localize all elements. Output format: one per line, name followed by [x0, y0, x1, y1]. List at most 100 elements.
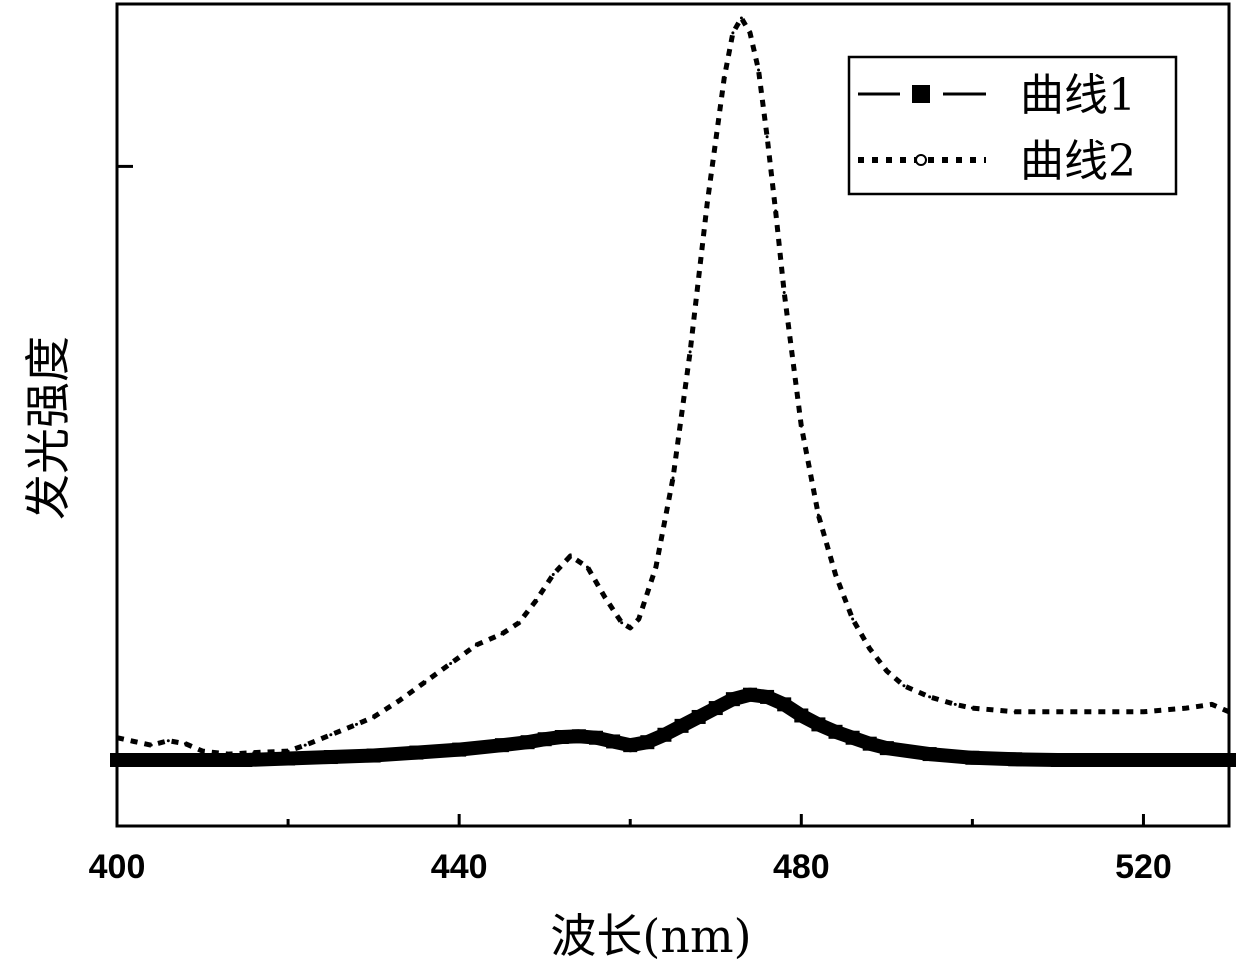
x-tick-label: 520 — [1115, 848, 1172, 886]
series-2-point — [329, 733, 332, 736]
series-1-point — [777, 697, 791, 711]
series-1-point — [1051, 753, 1065, 767]
series-2-point — [1056, 710, 1059, 713]
series-2-point — [783, 291, 786, 294]
y-axis-title: 发光强度 — [21, 336, 75, 520]
series-1-point — [811, 717, 825, 731]
x-axis-title: 波长(nm) — [550, 909, 751, 963]
series-1-point — [589, 731, 603, 745]
series-1-point — [196, 753, 210, 767]
series-2-point — [851, 618, 854, 621]
ticks-layer: 400 440 480 520 — [89, 166, 1172, 886]
series-1-point — [110, 753, 124, 767]
series-2-point — [1185, 707, 1188, 710]
series-1-point — [555, 730, 569, 744]
series-1-point — [846, 731, 860, 745]
series-2-point — [748, 31, 751, 34]
series-2-point — [885, 669, 888, 672]
series-1-point — [1094, 753, 1108, 767]
series-2-point — [1142, 710, 1145, 713]
series-2-point — [629, 626, 632, 629]
series-2-point — [706, 202, 709, 205]
series-2-point — [672, 477, 675, 480]
series-2-point — [1210, 703, 1213, 706]
series-1-point — [572, 729, 586, 743]
series-2-point — [1099, 710, 1102, 713]
series-1-point — [153, 753, 167, 767]
series-2-point — [116, 736, 119, 739]
series-2-point — [902, 684, 905, 687]
series-1-point — [640, 735, 654, 749]
series-2-point — [475, 643, 478, 646]
series-2-point — [167, 739, 170, 742]
legend: 曲线1 曲线2 — [849, 57, 1176, 194]
series-2-point — [449, 662, 452, 665]
series-2-point — [586, 566, 589, 569]
x-tick-label: 440 — [431, 848, 488, 886]
series-2-point — [252, 751, 255, 754]
series-2-point — [740, 17, 743, 20]
series-2-point — [304, 744, 307, 747]
legend-marker-series-2 — [916, 155, 926, 165]
series-2-point — [971, 707, 974, 710]
series-2-point — [928, 695, 931, 698]
x-tick-label: 480 — [773, 848, 830, 886]
series-2-point — [1014, 710, 1017, 713]
series-1 — [110, 688, 1236, 767]
series-2-point — [184, 742, 187, 745]
series-2-point — [800, 425, 803, 428]
series-1-point — [794, 708, 808, 722]
series-1-point — [1179, 753, 1193, 767]
series-2-point — [372, 715, 375, 718]
series-2-point — [287, 750, 290, 753]
series-2-point — [201, 750, 204, 753]
series-1-point — [743, 688, 757, 702]
series-1-point — [675, 719, 689, 733]
series-1-point — [923, 747, 937, 761]
series-1-point — [965, 751, 979, 765]
series-2-point — [689, 350, 692, 353]
series-2-point — [1228, 710, 1231, 713]
series-1-point — [623, 738, 637, 752]
series-1-point — [709, 701, 723, 715]
series-1-point — [657, 728, 671, 742]
series-1-point — [726, 692, 740, 706]
series-2-point — [227, 753, 230, 756]
series-1-point — [1008, 752, 1022, 766]
series-2-point — [603, 595, 606, 598]
series-2-point — [398, 699, 401, 702]
series-2-point — [868, 647, 871, 650]
series-2-point — [423, 681, 426, 684]
series-2-point — [817, 514, 820, 517]
series-2-point — [654, 566, 657, 569]
series-2-point — [637, 618, 640, 621]
series-2-point — [569, 554, 572, 557]
series-2-point — [766, 135, 769, 138]
series-2-point — [535, 599, 538, 602]
legend-label-series-2: 曲线2 — [1020, 136, 1136, 187]
series-1-point — [538, 732, 552, 746]
series-2-point — [774, 209, 777, 212]
series-1-point — [829, 725, 843, 739]
legend-marker-series-1 — [912, 85, 930, 103]
series-2-point — [723, 76, 726, 79]
series-2-point — [954, 703, 957, 706]
series-2-point — [133, 740, 136, 743]
series-2-point — [552, 573, 555, 576]
series-1-point — [863, 737, 877, 751]
series-2-point — [757, 68, 760, 71]
series-1-point — [1222, 753, 1236, 767]
legend-label-series-1: 曲线1 — [1020, 70, 1136, 121]
series-1-point — [692, 710, 706, 724]
x-tick-label: 400 — [89, 848, 146, 886]
series-2-point — [518, 621, 521, 624]
series-1-point — [495, 738, 509, 752]
series-1-point — [324, 750, 338, 764]
series-1-point — [367, 749, 381, 763]
series-1-point — [880, 741, 894, 755]
series-2-point — [355, 723, 358, 726]
series-1-point — [760, 690, 774, 704]
series-2-point — [834, 573, 837, 576]
series-1-point — [606, 734, 620, 748]
